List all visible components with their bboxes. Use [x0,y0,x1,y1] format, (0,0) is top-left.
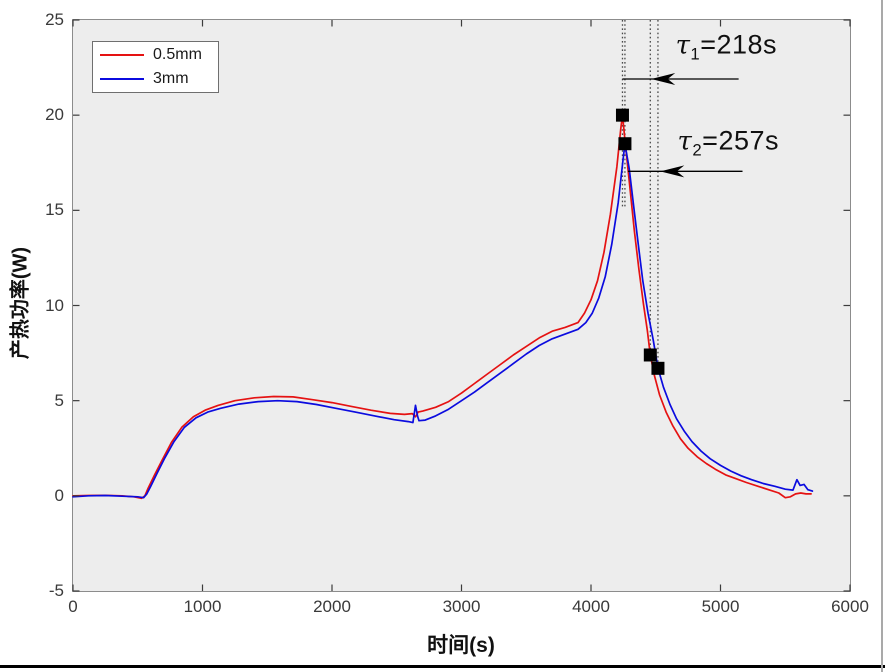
plot-area [72,19,851,592]
legend-item-3mm: 3mm [93,68,218,90]
legend-box: 0.5mm 3mm [92,41,219,93]
annotation-tau1: τ1=218s [676,29,777,64]
legend-item-0.5mm: 0.5mm [93,44,218,66]
x-tick-label: 1000 [183,597,222,616]
legend-line-blue [100,78,144,80]
annotation-value: =218s [700,28,778,59]
x-tick-label: 3000 [442,597,481,616]
annotation-value: =257s [702,125,780,156]
x-tick-label: 0 [68,597,78,616]
legend-line-red [100,54,144,56]
y-tick-label: 15 [45,200,64,220]
y-tick-label: 25 [45,10,64,29]
legend-label: 3mm [153,70,189,87]
y-tick-label: 5 [54,390,64,410]
tau-subscript: 2 [692,140,703,160]
x-tick-label: 5000 [701,597,740,616]
x-tick-label: 4000 [572,597,610,616]
x-tick-label: 2000 [313,597,351,616]
y-tick-label: 20 [45,105,64,125]
annotation-tau2: τ2=257s [678,125,779,160]
right-border-line [881,0,883,672]
y-tick-label: -5 [48,581,64,600]
x-axis-title: 时间(s) [427,634,495,657]
bottom-border-line [0,665,885,668]
tau-symbol: τ [675,29,691,60]
y-tick-label: 0 [54,485,64,505]
x-tick-label: 6000 [831,597,869,616]
legend-label: 0.5mm [153,46,202,63]
tau-subscript: 1 [690,44,701,64]
tau-symbol: τ [677,126,693,157]
y-tick-label: 10 [45,295,64,315]
